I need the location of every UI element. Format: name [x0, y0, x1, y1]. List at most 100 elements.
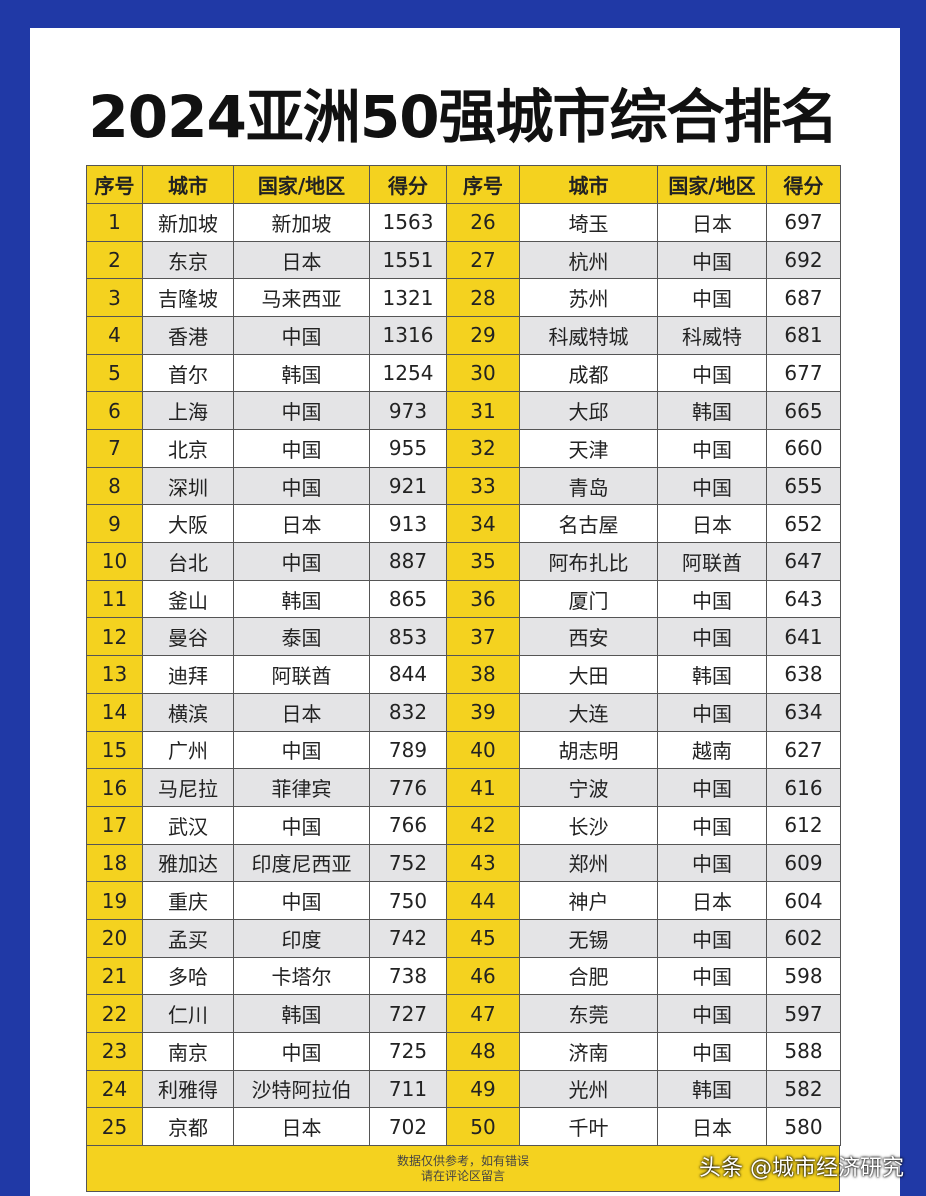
- table-cell: 无锡: [519, 918, 658, 958]
- table-cell: 卡塔尔: [233, 956, 370, 996]
- rank-cell: 46: [446, 956, 520, 996]
- table-cell: 南京: [142, 1031, 234, 1071]
- rank-cell: 49: [446, 1069, 520, 1109]
- table-cell: 742: [369, 918, 447, 958]
- table-cell: 北京: [142, 429, 234, 468]
- table-cell: 韩国: [233, 579, 370, 619]
- table-cell: 科威特: [657, 316, 767, 355]
- table-cell: 687: [766, 278, 841, 318]
- rank-cell: 16: [86, 768, 143, 807]
- table-cell: 仁川: [142, 994, 234, 1033]
- table-cell: 609: [766, 843, 841, 883]
- table-cell: 日本: [233, 240, 370, 280]
- table-cell: 上海: [142, 391, 234, 431]
- rank-cell: 33: [446, 466, 520, 506]
- table-cell: 胡志明: [519, 730, 658, 770]
- table-cell: 日本: [657, 881, 767, 920]
- rank-cell: 11: [86, 579, 143, 619]
- table-cell: 627: [766, 730, 841, 770]
- header-cell: 城市: [519, 165, 658, 204]
- table-cell: 多哈: [142, 956, 234, 996]
- table-cell: 韩国: [657, 1069, 767, 1109]
- table-cell: 789: [369, 730, 447, 770]
- table-cell: 深圳: [142, 466, 234, 506]
- header-cell: 序号: [446, 165, 520, 204]
- table-cell: 苏州: [519, 278, 658, 318]
- rank-cell: 8: [86, 466, 143, 506]
- table-cell: 韩国: [233, 353, 370, 393]
- table-cell: 中国: [233, 730, 370, 770]
- table-cell: 釜山: [142, 579, 234, 619]
- table-cell: 中国: [233, 429, 370, 468]
- table-cell: 神户: [519, 881, 658, 920]
- rank-cell: 6: [86, 391, 143, 431]
- table-cell: 中国: [657, 466, 767, 506]
- table-cell: 中国: [657, 429, 767, 468]
- table-cell: 中国: [233, 466, 370, 506]
- table-cell: 青岛: [519, 466, 658, 506]
- rank-cell: 50: [446, 1107, 520, 1146]
- table-cell: 844: [369, 655, 447, 694]
- table-cell: 中国: [657, 1031, 767, 1071]
- table-cell: 吉隆坡: [142, 278, 234, 318]
- table-cell: 杭州: [519, 240, 658, 280]
- table-cell: 阿布扎比: [519, 542, 658, 581]
- table-cell: 中国: [657, 617, 767, 657]
- table-cell: 济南: [519, 1031, 658, 1071]
- table-cell: 大田: [519, 655, 658, 694]
- table-cell: 千叶: [519, 1107, 658, 1146]
- rank-cell: 15: [86, 730, 143, 770]
- rank-cell: 29: [446, 316, 520, 355]
- footer-line: 请在评论区留言: [420, 1168, 505, 1183]
- table-cell: 604: [766, 881, 841, 920]
- table-cell: 612: [766, 805, 841, 845]
- rank-cell: 18: [86, 843, 143, 883]
- table-cell: 韩国: [657, 391, 767, 431]
- table-cell: 埼玉: [519, 203, 658, 242]
- table-cell: 702: [369, 1107, 447, 1146]
- table-cell: 776: [369, 768, 447, 807]
- rank-cell: 9: [86, 504, 143, 544]
- rank-cell: 40: [446, 730, 520, 770]
- rank-cell: 1: [86, 203, 143, 242]
- rank-cell: 31: [446, 391, 520, 431]
- rank-cell: 47: [446, 994, 520, 1033]
- table-cell: 东京: [142, 240, 234, 280]
- rank-cell: 19: [86, 881, 143, 920]
- rank-cell: 13: [86, 655, 143, 694]
- table-cell: 重庆: [142, 881, 234, 920]
- table-cell: 692: [766, 240, 841, 280]
- table-cell: 中国: [657, 240, 767, 280]
- rank-cell: 12: [86, 617, 143, 657]
- table-cell: 602: [766, 918, 841, 958]
- table-cell: 印度尼西亚: [233, 843, 370, 883]
- table-cell: 中国: [233, 542, 370, 581]
- rank-cell: 14: [86, 692, 143, 732]
- watermark: 头条 @城市经济研究: [699, 1156, 904, 1181]
- table-cell: 武汉: [142, 805, 234, 845]
- table-cell: 727: [369, 994, 447, 1033]
- table-cell: 越南: [657, 730, 767, 770]
- table-cell: 中国: [233, 881, 370, 920]
- header-cell: 得分: [766, 165, 841, 204]
- table-cell: 588: [766, 1031, 841, 1071]
- table-cell: 中国: [657, 805, 767, 845]
- table-cell: 643: [766, 579, 841, 619]
- table-cell: 1321: [369, 278, 447, 318]
- rank-cell: 22: [86, 994, 143, 1033]
- table-cell: 634: [766, 692, 841, 732]
- rank-cell: 25: [86, 1107, 143, 1146]
- table-cell: 厦门: [519, 579, 658, 619]
- table-cell: 新加坡: [142, 203, 234, 242]
- rank-cell: 37: [446, 617, 520, 657]
- rank-cell: 23: [86, 1031, 143, 1071]
- table-cell: 宁波: [519, 768, 658, 807]
- rank-cell: 30: [446, 353, 520, 393]
- table-cell: 阿联酋: [233, 655, 370, 694]
- table-cell: 853: [369, 617, 447, 657]
- header-cell: 国家/地区: [233, 165, 370, 204]
- table-cell: 955: [369, 429, 447, 468]
- table-cell: 中国: [657, 353, 767, 393]
- table-cell: 韩国: [657, 655, 767, 694]
- table-cell: 日本: [233, 692, 370, 732]
